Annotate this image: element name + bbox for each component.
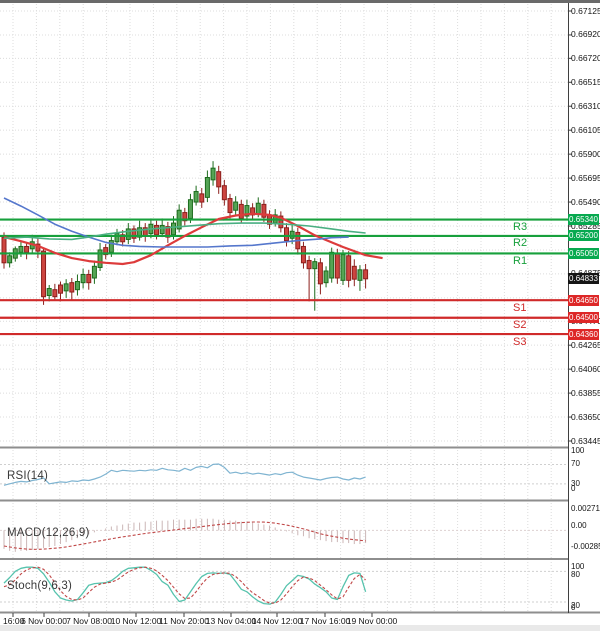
rsi-scale-label: 0 (571, 484, 576, 494)
time-tick-label: 6 Nov 00:00 (21, 616, 67, 626)
price-tick-label: 0.65285 (571, 220, 600, 231)
pivot-label-r2: R2 (513, 237, 528, 250)
stoch-scale-label: 80 (571, 570, 580, 580)
price-tick-label: 0.63855 (571, 387, 600, 398)
pivot-label-s2: S2 (513, 319, 527, 332)
macd-indicator-label: MACD(12,26,9) (7, 527, 90, 539)
ma-teal (3, 222, 366, 241)
pivot-label-r3: R3 (513, 221, 528, 234)
price-box-s1: 0.64650 (568, 294, 599, 306)
pivot-label-s3: S3 (513, 335, 527, 348)
rsi-indicator-label: RSI(14) (7, 470, 49, 482)
price-tick-label: 0.66515 (571, 76, 600, 87)
price-tick-label: 0.65900 (571, 148, 600, 159)
price-tick-label: 0.66720 (571, 52, 600, 63)
price-tick-label: 0.64265 (571, 339, 600, 350)
moving-averages (3, 197, 383, 266)
stoch-scale-label: 0 (571, 602, 576, 612)
stoch-scale-label: 100 (571, 561, 585, 571)
ma-blue (3, 197, 349, 248)
price-tick-label: 0.67125 (571, 5, 600, 16)
macd-scale-label: 0.002719 (571, 504, 600, 513)
price-box-s2: 0.64500 (568, 312, 599, 324)
pivot-label-s1: S1 (513, 301, 527, 314)
macd-panel (3, 518, 367, 552)
price-tick-label: 0.64060 (571, 363, 600, 374)
time-tick-label: 19 Nov 00:00 (346, 616, 398, 626)
price-tick-label: 0.63445 (571, 435, 600, 446)
time-tick-label: 14 Nov 12:00 (251, 616, 303, 626)
macd-scale-label: -0.002852 (571, 542, 600, 551)
current-price-box: 0.64833 (568, 273, 599, 285)
time-tick-label: 7 Nov 08:00 (66, 616, 112, 626)
price-box-r2: 0.65200 (568, 230, 599, 242)
macd-scale-label: 0.00 (571, 521, 587, 531)
price-tick-label: 0.66310 (571, 100, 600, 111)
rsi-panel (3, 463, 366, 486)
time-tick-label: 11 Nov 20:00 (159, 616, 209, 626)
rsi-scale-label: 30 (571, 478, 580, 488)
grid (0, 4, 568, 612)
time-tick-label: 13 Nov 04:00 (205, 616, 257, 626)
time-tick-label: 10 Nov 12:00 (110, 616, 162, 626)
pivot-label-r1: R1 (513, 254, 528, 267)
time-tick-label: 16:00 (3, 616, 25, 626)
stoch-indicator-label: Stoch(9,6,3) (7, 580, 73, 592)
rsi-scale-label: 100 (571, 445, 585, 455)
stoch-panel (3, 566, 367, 605)
ma-red (3, 212, 383, 266)
price-tick-label: 0.63650 (571, 411, 600, 422)
time-tick-label: 17 Nov 16:00 (299, 616, 351, 626)
price-box-r3: 0.65340 (568, 214, 599, 226)
price-tick-label: 0.66920 (571, 29, 600, 40)
price-box-s3: 0.64360 (568, 328, 599, 340)
price-tick-label: 0.66105 (571, 124, 600, 135)
price-box-r1: 0.65050 (568, 247, 599, 259)
price-tick-label: 0.65695 (571, 172, 600, 183)
rsi-scale-label: 70 (571, 459, 580, 469)
stoch-scale-label: 20 (571, 601, 580, 611)
price-tick-label: 0.65490 (571, 196, 600, 207)
